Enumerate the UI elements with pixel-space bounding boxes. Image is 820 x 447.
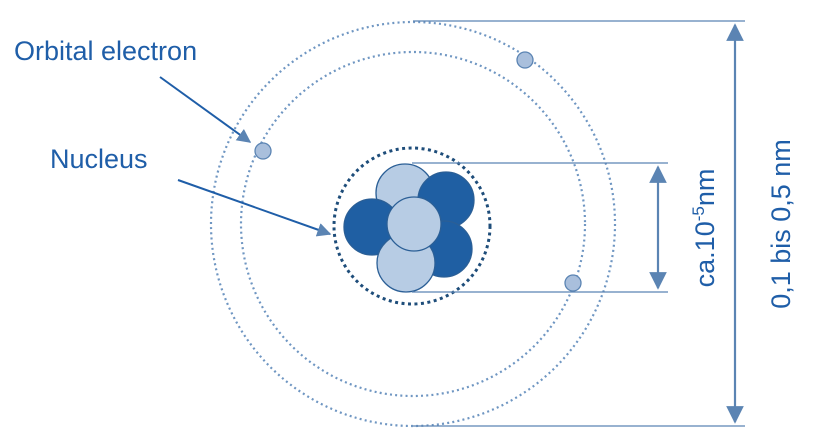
- electron-top-right: [516, 51, 534, 69]
- nucleus-pointer: [177, 179, 332, 237]
- nucleus-boundary: [332, 146, 492, 306]
- nucleus-size-unit: nm: [690, 169, 720, 207]
- outer-orbit: [209, 20, 617, 428]
- orbital-electron-pointer: [159, 76, 252, 143]
- nucleus-label: Nucleus: [50, 144, 148, 174]
- inner-orbit: [239, 50, 587, 398]
- proton-center: [386, 196, 442, 252]
- orbital-electron-label: Orbital electron: [14, 36, 197, 66]
- electron-left: [254, 142, 272, 160]
- nucleus-size-exponent: -5: [689, 206, 708, 221]
- electron-bottom-right: [564, 274, 582, 292]
- nucleus: [343, 163, 475, 293]
- atom-size-label: 0,1 bis 0,5 nm: [766, 139, 796, 309]
- nucleus-size-label: ca.10-5nm: [689, 169, 720, 288]
- nucleus-size-prefix: ca.10: [690, 221, 720, 287]
